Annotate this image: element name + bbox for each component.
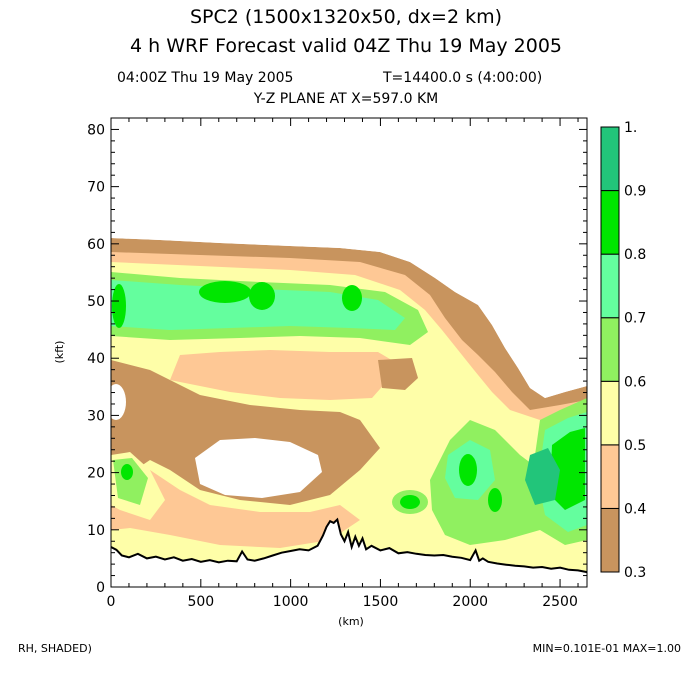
y-tick-label: 0 bbox=[96, 580, 105, 596]
x-tick-label: 1000 bbox=[273, 594, 309, 610]
x-tick-label: 1500 bbox=[363, 594, 399, 610]
y-tick-label: 20 bbox=[87, 466, 105, 482]
elapsed-time-label: T=14400.0 s (4:00:00) bbox=[382, 70, 542, 86]
title-line-1: SPC2 (1500x1320x50, dx=2 km) bbox=[190, 6, 502, 28]
colorbar-swatch bbox=[600, 126, 620, 192]
title-line-2: 4 h WRF Forecast valid 04Z Thu 19 May 20… bbox=[130, 35, 562, 57]
rh-band-0.4-mid bbox=[170, 350, 395, 400]
field-label: RH, SHADED) bbox=[18, 642, 92, 655]
x-tick-label: 500 bbox=[187, 594, 214, 610]
terrain-ground bbox=[111, 519, 587, 587]
range-label: MIN=0.101E-01 MAX=1.00 bbox=[533, 642, 681, 655]
x-tick-label: 2000 bbox=[452, 594, 488, 610]
rh-band-0.4-low bbox=[111, 470, 360, 548]
terrain-line bbox=[110, 517, 588, 574]
y-axis-label: (kft) bbox=[53, 341, 66, 364]
rh-below-0.3-pocket bbox=[195, 438, 322, 498]
rh-core-0.8-south bbox=[400, 495, 420, 509]
colorbar-swatch bbox=[600, 317, 620, 382]
x-axis: 0 500 1000 1500 2000 2500 bbox=[107, 118, 579, 610]
rh-dry-patch bbox=[378, 358, 418, 390]
colorbar-swatch bbox=[600, 444, 620, 509]
colorbar-label: 0.5 bbox=[624, 438, 646, 454]
colorbar: 0.3 0.4 0.5 0.6 0.7 0.8 0.9 1. bbox=[600, 120, 646, 581]
colorbar-label: 0.3 bbox=[624, 565, 646, 581]
y-tick-label: 40 bbox=[87, 351, 105, 367]
y-axis: 0 10 20 30 40 50 60 70 80 bbox=[87, 117, 587, 596]
y-tick-label: 10 bbox=[87, 523, 105, 539]
x-tick-label: 0 bbox=[107, 594, 116, 610]
y-tick-label: 60 bbox=[87, 237, 105, 253]
rh-core-0.8-west bbox=[199, 281, 251, 303]
colorbar-swatch bbox=[600, 253, 620, 319]
colorbar-label: 0.4 bbox=[624, 501, 646, 517]
plot-frame bbox=[110, 117, 588, 588]
colorbar-label: 0.8 bbox=[624, 247, 646, 263]
rh-band-0.8-southeast bbox=[550, 428, 585, 510]
colorbar-swatch bbox=[600, 190, 620, 255]
x-axis-label: (km) bbox=[338, 615, 364, 628]
colorbar-label: 0.7 bbox=[624, 311, 646, 327]
y-tick-label: 30 bbox=[87, 408, 105, 424]
rh-below-0.3-edge bbox=[111, 384, 126, 420]
y-tick-label: 80 bbox=[87, 122, 105, 138]
plane-label: Y-Z PLANE AT X=597.0 KM bbox=[253, 91, 439, 107]
colorbar-swatch bbox=[600, 507, 620, 573]
rh-core-0.8-center bbox=[249, 282, 275, 310]
rh-core-0.8-north bbox=[342, 285, 362, 311]
rh-core-0.8-low bbox=[121, 464, 133, 480]
colorbar-label: 1. bbox=[624, 120, 637, 136]
rh-shaded-field bbox=[111, 238, 587, 587]
time-label: 04:00Z Thu 19 May 2005 bbox=[117, 70, 293, 86]
colorbar-swatch bbox=[600, 380, 620, 446]
colorbar-label: 0.6 bbox=[624, 374, 646, 390]
y-tick-label: 50 bbox=[87, 294, 105, 310]
rh-core-0.8-edge bbox=[112, 284, 126, 328]
rh-core-0.8-south-2 bbox=[488, 488, 502, 512]
rh-band-0.9-southeast bbox=[525, 448, 560, 505]
colorbar-label: 0.9 bbox=[624, 184, 646, 200]
rh-core-0.8-east bbox=[459, 454, 477, 486]
y-tick-label: 70 bbox=[87, 180, 105, 196]
x-tick-label: 2500 bbox=[542, 594, 578, 610]
